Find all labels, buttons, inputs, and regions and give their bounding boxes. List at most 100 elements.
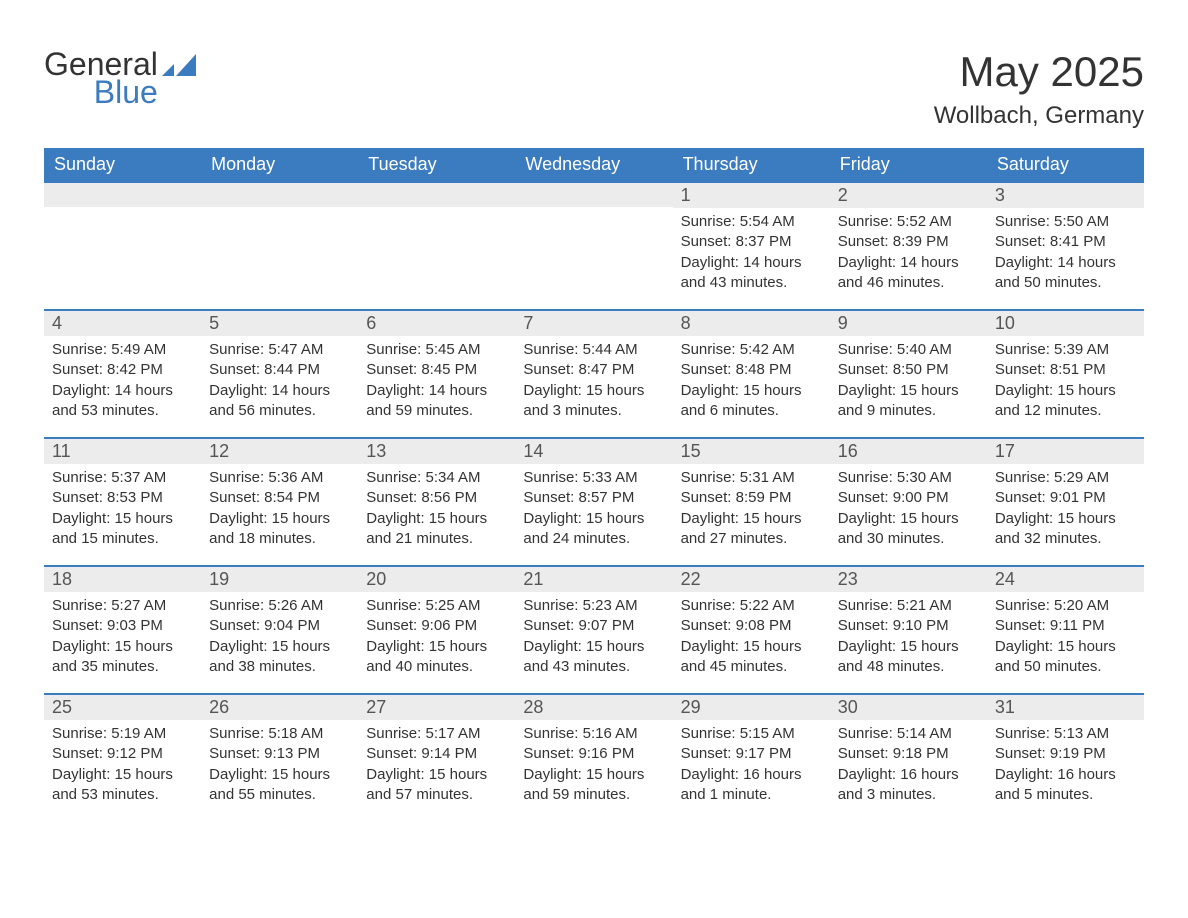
sunrise-text: Sunrise: 5:27 AM	[52, 596, 193, 616]
sunrise-text: Sunrise: 5:19 AM	[52, 724, 193, 744]
day-header-sunday: Sunday	[44, 148, 201, 182]
daylight-text: Daylight: 15 hours and 43 minutes.	[523, 637, 664, 678]
day-cell: 24Sunrise: 5:20 AMSunset: 9:11 PMDayligh…	[987, 566, 1144, 694]
sunrise-text: Sunrise: 5:26 AM	[209, 596, 350, 616]
location: Wollbach, Germany	[934, 102, 1144, 130]
daylight-text: Daylight: 15 hours and 59 minutes.	[523, 765, 664, 806]
daylight-text: Daylight: 15 hours and 48 minutes.	[838, 637, 979, 678]
sunrise-text: Sunrise: 5:15 AM	[681, 724, 822, 744]
sunset-text: Sunset: 9:06 PM	[366, 616, 507, 636]
daylight-text: Daylight: 16 hours and 5 minutes.	[995, 765, 1136, 806]
daynum: 11	[44, 439, 201, 464]
day-cell: 21Sunrise: 5:23 AMSunset: 9:07 PMDayligh…	[515, 566, 672, 694]
daylight-text: Daylight: 15 hours and 18 minutes.	[209, 509, 350, 550]
sunrise-text: Sunrise: 5:17 AM	[366, 724, 507, 744]
sunrise-text: Sunrise: 5:18 AM	[209, 724, 350, 744]
sunset-text: Sunset: 8:57 PM	[523, 488, 664, 508]
daylight-text: Daylight: 15 hours and 57 minutes.	[366, 765, 507, 806]
day-cell: 6Sunrise: 5:45 AMSunset: 8:45 PMDaylight…	[358, 310, 515, 438]
daynum: 22	[673, 567, 830, 592]
day-header-friday: Friday	[830, 148, 987, 182]
sunrise-text: Sunrise: 5:29 AM	[995, 468, 1136, 488]
day-body: Sunrise: 5:31 AMSunset: 8:59 PMDaylight:…	[673, 464, 830, 555]
day-body: Sunrise: 5:44 AMSunset: 8:47 PMDaylight:…	[515, 336, 672, 427]
day-cell: 10Sunrise: 5:39 AMSunset: 8:51 PMDayligh…	[987, 310, 1144, 438]
day-body: Sunrise: 5:30 AMSunset: 9:00 PMDaylight:…	[830, 464, 987, 555]
sunrise-text: Sunrise: 5:14 AM	[838, 724, 979, 744]
day-cell: 15Sunrise: 5:31 AMSunset: 8:59 PMDayligh…	[673, 438, 830, 566]
week-row: 11Sunrise: 5:37 AMSunset: 8:53 PMDayligh…	[44, 438, 1144, 566]
day-cell	[201, 182, 358, 310]
day-body: Sunrise: 5:29 AMSunset: 9:01 PMDaylight:…	[987, 464, 1144, 555]
sunrise-text: Sunrise: 5:22 AM	[681, 596, 822, 616]
sunrise-text: Sunrise: 5:49 AM	[52, 340, 193, 360]
day-body: Sunrise: 5:50 AMSunset: 8:41 PMDaylight:…	[987, 208, 1144, 299]
sunset-text: Sunset: 9:13 PM	[209, 744, 350, 764]
day-body: Sunrise: 5:20 AMSunset: 9:11 PMDaylight:…	[987, 592, 1144, 683]
sunrise-text: Sunrise: 5:50 AM	[995, 212, 1136, 232]
daylight-text: Daylight: 15 hours and 27 minutes.	[681, 509, 822, 550]
sunset-text: Sunset: 8:41 PM	[995, 232, 1136, 252]
title-block: May 2025 Wollbach, Germany	[934, 48, 1144, 130]
day-cell: 16Sunrise: 5:30 AMSunset: 9:00 PMDayligh…	[830, 438, 987, 566]
day-body: Sunrise: 5:15 AMSunset: 9:17 PMDaylight:…	[673, 720, 830, 811]
day-cell: 29Sunrise: 5:15 AMSunset: 9:17 PMDayligh…	[673, 694, 830, 822]
day-body: Sunrise: 5:47 AMSunset: 8:44 PMDaylight:…	[201, 336, 358, 427]
daynum: 27	[358, 695, 515, 720]
day-header-saturday: Saturday	[987, 148, 1144, 182]
sunrise-text: Sunrise: 5:34 AM	[366, 468, 507, 488]
day-header-tuesday: Tuesday	[358, 148, 515, 182]
daylight-text: Daylight: 14 hours and 50 minutes.	[995, 253, 1136, 294]
day-cell: 18Sunrise: 5:27 AMSunset: 9:03 PMDayligh…	[44, 566, 201, 694]
week-row: 4Sunrise: 5:49 AMSunset: 8:42 PMDaylight…	[44, 310, 1144, 438]
sunset-text: Sunset: 9:10 PM	[838, 616, 979, 636]
week-row: 1Sunrise: 5:54 AMSunset: 8:37 PMDaylight…	[44, 182, 1144, 310]
day-cell	[44, 182, 201, 310]
sunrise-text: Sunrise: 5:33 AM	[523, 468, 664, 488]
daylight-text: Daylight: 15 hours and 12 minutes.	[995, 381, 1136, 422]
logo-text: General Blue	[44, 48, 158, 108]
sunset-text: Sunset: 9:12 PM	[52, 744, 193, 764]
daylight-text: Daylight: 15 hours and 53 minutes.	[52, 765, 193, 806]
sunset-text: Sunset: 8:47 PM	[523, 360, 664, 380]
sunrise-text: Sunrise: 5:54 AM	[681, 212, 822, 232]
sunset-text: Sunset: 8:51 PM	[995, 360, 1136, 380]
daynum-bar-empty	[358, 183, 515, 207]
daynum: 6	[358, 311, 515, 336]
day-cell: 8Sunrise: 5:42 AMSunset: 8:48 PMDaylight…	[673, 310, 830, 438]
day-header-row: SundayMondayTuesdayWednesdayThursdayFrid…	[44, 148, 1144, 182]
month-title: May 2025	[934, 48, 1144, 96]
daylight-text: Daylight: 15 hours and 6 minutes.	[681, 381, 822, 422]
sunrise-text: Sunrise: 5:52 AM	[838, 212, 979, 232]
sunset-text: Sunset: 8:50 PM	[838, 360, 979, 380]
day-cell: 9Sunrise: 5:40 AMSunset: 8:50 PMDaylight…	[830, 310, 987, 438]
daynum: 10	[987, 311, 1144, 336]
sunrise-text: Sunrise: 5:44 AM	[523, 340, 664, 360]
daynum: 4	[44, 311, 201, 336]
day-cell: 14Sunrise: 5:33 AMSunset: 8:57 PMDayligh…	[515, 438, 672, 566]
sunset-text: Sunset: 8:44 PM	[209, 360, 350, 380]
day-cell: 25Sunrise: 5:19 AMSunset: 9:12 PMDayligh…	[44, 694, 201, 822]
daynum: 9	[830, 311, 987, 336]
sunrise-text: Sunrise: 5:36 AM	[209, 468, 350, 488]
daynum: 7	[515, 311, 672, 336]
sunrise-text: Sunrise: 5:42 AM	[681, 340, 822, 360]
day-body: Sunrise: 5:19 AMSunset: 9:12 PMDaylight:…	[44, 720, 201, 811]
daynum: 3	[987, 183, 1144, 208]
day-body: Sunrise: 5:34 AMSunset: 8:56 PMDaylight:…	[358, 464, 515, 555]
sunrise-text: Sunrise: 5:23 AM	[523, 596, 664, 616]
day-cell: 17Sunrise: 5:29 AMSunset: 9:01 PMDayligh…	[987, 438, 1144, 566]
daynum: 14	[515, 439, 672, 464]
day-cell: 7Sunrise: 5:44 AMSunset: 8:47 PMDaylight…	[515, 310, 672, 438]
day-header-thursday: Thursday	[673, 148, 830, 182]
day-header-wednesday: Wednesday	[515, 148, 672, 182]
daylight-text: Daylight: 16 hours and 3 minutes.	[838, 765, 979, 806]
day-cell: 5Sunrise: 5:47 AMSunset: 8:44 PMDaylight…	[201, 310, 358, 438]
daylight-text: Daylight: 15 hours and 32 minutes.	[995, 509, 1136, 550]
daynum: 5	[201, 311, 358, 336]
daylight-text: Daylight: 16 hours and 1 minute.	[681, 765, 822, 806]
daynum: 20	[358, 567, 515, 592]
sunset-text: Sunset: 9:19 PM	[995, 744, 1136, 764]
daynum: 23	[830, 567, 987, 592]
sunrise-text: Sunrise: 5:16 AM	[523, 724, 664, 744]
